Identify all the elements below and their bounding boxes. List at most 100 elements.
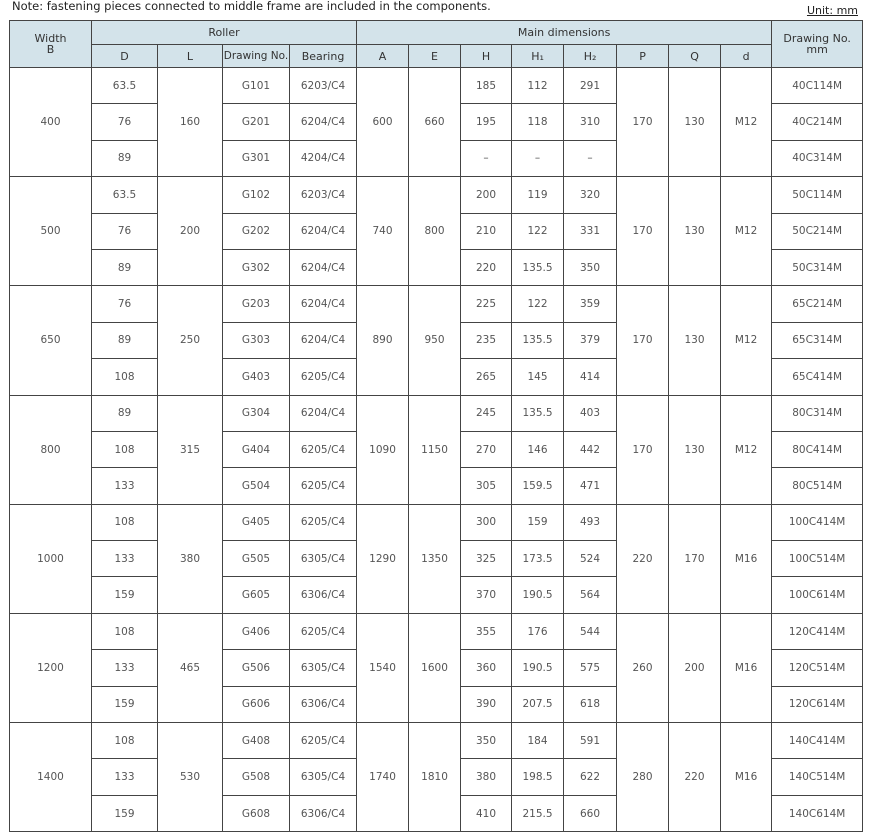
cell-d: 108 — [91, 358, 158, 396]
cell-d: 108 — [91, 430, 158, 469]
cell-drawing-no: 140C514M — [771, 758, 864, 796]
cell-bearing: 6204/C4 — [288, 394, 358, 432]
cell-h2: 379 — [563, 321, 618, 360]
cell-h: 380 — [460, 758, 513, 796]
cell-bearing: 6204/C4 — [288, 321, 358, 360]
table-row: 400 63.5 160 G101 6203/C4 600 660 185 112 291 170 1… — [9, 66, 864, 178]
cell-bearing: 6205/C4 — [288, 612, 358, 651]
cell-h1: 119 — [511, 176, 565, 214]
cell-h: 225 — [460, 285, 513, 323]
cell-bearing: 6205/C4 — [288, 430, 358, 469]
cell-bearing: 6204/C4 — [288, 248, 358, 287]
cell-p: 170 — [616, 176, 670, 287]
cell-h1: 176 — [511, 612, 565, 651]
table-row: 800 89 315 G304 6204/C4 1090 1150 245 135.5 403 17… — [9, 394, 864, 505]
cell-width: 500 — [9, 176, 92, 287]
cell-drawing: G606 — [222, 685, 290, 724]
cell-d: 63.5 — [91, 66, 158, 105]
cell-drawing-no: 120C414M — [771, 612, 864, 651]
cell-bearing: 6205/C4 — [288, 358, 358, 396]
cell-h1: – — [511, 139, 565, 178]
cell-drawing-no: 120C614M — [771, 685, 864, 724]
cell-drawing: G303 — [222, 321, 290, 360]
cell-width: 400 — [9, 66, 92, 178]
cell-p: 170 — [616, 66, 670, 178]
cell-a: 600 — [356, 66, 410, 178]
table-row: 133 G505 6305/C4 325 173.5 524 100C514M — [10, 540, 864, 578]
header-col-5: E — [408, 44, 462, 68]
cell-d-bolt: M16 — [720, 503, 773, 614]
cell-bearing: 6205/C4 — [288, 467, 358, 505]
cell-l: 200 — [157, 176, 223, 287]
cell-d-bolt: M12 — [720, 176, 773, 287]
cell-drawing: G406 — [222, 612, 290, 651]
table-row: 650 76 250 G203 6204/C4 890 950 225 122 359 170 130… — [9, 285, 864, 396]
cell-d: 159 — [91, 576, 158, 614]
cell-h2: 442 — [563, 430, 618, 469]
cell-bearing: 6306/C4 — [288, 794, 358, 833]
cell-h: – — [460, 139, 513, 178]
cell-h: 390 — [460, 685, 513, 724]
cell-h1: 122 — [511, 285, 565, 323]
cell-drawing: G408 — [222, 722, 290, 760]
cell-drawing-no: 140C614M — [771, 794, 864, 833]
cell-p: 280 — [616, 722, 670, 833]
cell-h2: 591 — [563, 722, 618, 760]
cell-width: 1000 — [9, 503, 92, 614]
cell-drawing-no: 50C214M — [771, 212, 864, 250]
cell-d: 63.5 — [91, 176, 158, 214]
cell-drawing-no: 100C614M — [771, 576, 864, 614]
table-row: 108 G403 6205/C4 265 145 414 65C414M — [10, 358, 864, 396]
cell-drawing: G301 — [222, 139, 290, 178]
cell-d: 159 — [91, 685, 158, 724]
cell-h1: 135.5 — [511, 248, 565, 287]
cell-drawing: G605 — [222, 576, 290, 614]
cell-bearing: 6305/C4 — [288, 649, 358, 687]
cell-h1: 190.5 — [511, 576, 565, 614]
cell-drawing-no: 50C314M — [771, 248, 864, 287]
cell-h: 195 — [460, 103, 513, 141]
cell-h2: 564 — [563, 576, 618, 614]
cell-drawing: G101 — [222, 66, 290, 105]
cell-h1: 135.5 — [511, 394, 565, 432]
cell-d: 76 — [91, 103, 158, 141]
cell-d-bolt: M12 — [720, 394, 773, 505]
cell-drawing-no: 80C414M — [771, 430, 864, 469]
table-row: 159 G608 6306/C4 410 215.5 660 140C614M — [10, 794, 864, 833]
cell-width: 1400 — [9, 722, 92, 833]
cell-h1: 112 — [511, 66, 565, 105]
cell-drawing-no: 100C514M — [771, 540, 864, 578]
cell-h2: 350 — [563, 248, 618, 287]
cell-d-bolt: M12 — [720, 66, 773, 178]
cell-drawing: G404 — [222, 430, 290, 469]
cell-bearing: 6305/C4 — [288, 758, 358, 796]
cell-d: 89 — [91, 394, 158, 432]
cell-d: 108 — [91, 722, 158, 760]
cell-h2: 618 — [563, 685, 618, 724]
unit-label: Unit: mm — [806, 4, 858, 17]
cell-h2: 575 — [563, 649, 618, 687]
cell-h: 265 — [460, 358, 513, 396]
cell-l: 380 — [157, 503, 223, 614]
cell-drawing: G201 — [222, 103, 290, 141]
cell-d: 76 — [91, 285, 158, 323]
cell-width: 650 — [9, 285, 92, 396]
cell-bearing: 6203/C4 — [288, 66, 358, 105]
cell-h2: 493 — [563, 503, 618, 542]
table-row: 1000 108 380 G405 6205/C4 1290 1350 300 159 493 22… — [9, 503, 864, 614]
cell-a: 1290 — [356, 503, 410, 614]
cell-drawing: G506 — [222, 649, 290, 687]
cell-h: 325 — [460, 540, 513, 578]
cell-d: 133 — [91, 649, 158, 687]
cell-q: 200 — [668, 612, 722, 724]
cell-e: 660 — [408, 66, 462, 178]
header-main-dimensions: Main dimensions — [356, 20, 773, 45]
cell-q: 130 — [668, 394, 722, 505]
cell-h1: 215.5 — [511, 794, 565, 833]
cell-e: 1810 — [408, 722, 462, 833]
cell-h: 300 — [460, 503, 513, 542]
cell-drawing-no: 140C414M — [771, 722, 864, 760]
cell-bearing: 6204/C4 — [288, 103, 358, 141]
cell-h1: 190.5 — [511, 649, 565, 687]
cell-h1: 184 — [511, 722, 565, 760]
